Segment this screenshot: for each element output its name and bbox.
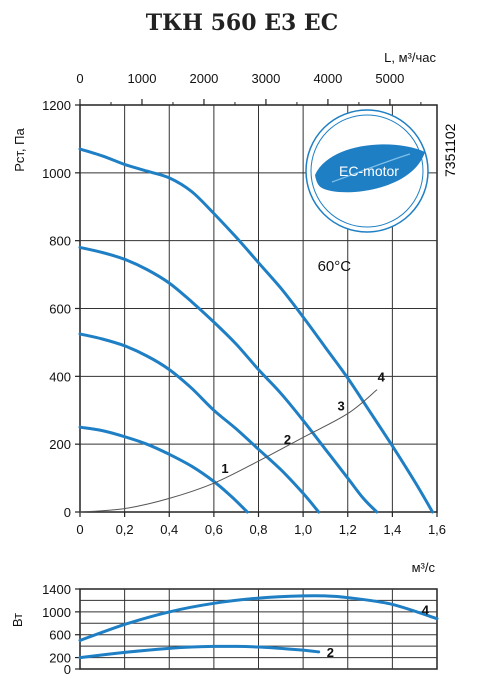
ec-motor-badge: EC-motor xyxy=(305,109,429,233)
y-tick-label: 1000 xyxy=(42,166,71,181)
x-tick-label: 0,8 xyxy=(249,522,267,537)
x-tick-label: 0,6 xyxy=(205,522,223,537)
series-1-curve xyxy=(78,425,249,514)
x-axis-label: м³/с xyxy=(412,560,436,575)
series-label: 1 xyxy=(221,461,228,476)
model-code: 7351102 xyxy=(442,123,458,177)
power-y-tick-label: 1400 xyxy=(42,582,71,597)
chart-title: ТКН 560 Е3 ЕС xyxy=(146,10,338,36)
temperature-annotation: 60°C xyxy=(318,258,352,275)
power-series-label: 4 xyxy=(422,603,430,618)
y-tick-label: 600 xyxy=(49,302,71,317)
series-3-curve xyxy=(78,245,379,514)
x-tick-label: 1,2 xyxy=(339,522,357,537)
series-label: 2 xyxy=(284,432,291,447)
x2-tick-label: 0 xyxy=(76,71,83,86)
power-series-label: 2 xyxy=(327,645,334,660)
power-y-tick-label: 0 xyxy=(64,662,71,677)
power-y-axis-label: Вт xyxy=(10,613,25,627)
power-y-tick-label: 1000 xyxy=(42,605,71,620)
power-series-4-curve xyxy=(78,594,439,642)
series-label: 4 xyxy=(378,369,386,384)
x-tick-label: 1,6 xyxy=(428,522,446,537)
y-axis-label: Рст, Па xyxy=(12,127,27,171)
power-y-tick-label: 600 xyxy=(49,628,71,643)
y-tick-label: 1200 xyxy=(42,98,71,113)
power-series-2-curve xyxy=(78,644,321,660)
x2-tick-label: 5000 xyxy=(375,71,404,86)
y-tick-label: 400 xyxy=(49,369,71,384)
x-tick-label: 0,2 xyxy=(116,522,134,537)
y-tick-label: 0 xyxy=(64,505,71,520)
x-tick-label: 1,0 xyxy=(294,522,312,537)
y-tick-label: 800 xyxy=(49,234,71,249)
x-tick-label: 0 xyxy=(76,522,83,537)
x2-axis-label: L, м³/час xyxy=(384,50,436,65)
pressure-plot: 0 0,2 0,4 0,6 0,8 1,0 1,2 1,4 1,6020040060080010… xyxy=(42,71,446,537)
x-tick-label: 1,4 xyxy=(383,522,401,537)
x2-tick-label: 2000 xyxy=(189,71,218,86)
x2-tick-label: 1000 xyxy=(128,71,157,86)
x2-tick-label: 4000 xyxy=(313,71,342,86)
series-label: 3 xyxy=(337,398,344,413)
ec-motor-label: EC-motor xyxy=(339,163,399,179)
x2-tick-label: 3000 xyxy=(251,71,280,86)
series-2-curve xyxy=(78,332,321,514)
system-curve xyxy=(79,389,378,513)
power-y-tick-label: 200 xyxy=(49,651,71,666)
series-4-curve xyxy=(78,147,434,514)
y-tick-label: 200 xyxy=(49,437,71,452)
x-tick-label: 0,4 xyxy=(160,522,178,537)
